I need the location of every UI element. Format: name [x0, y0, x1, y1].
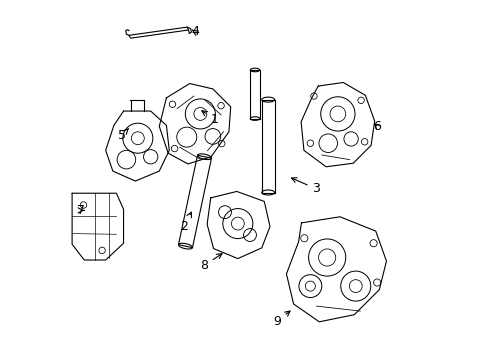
Text: 4: 4 [191, 25, 199, 38]
Text: 2: 2 [180, 212, 192, 233]
Text: 1: 1 [202, 111, 219, 126]
Text: 3: 3 [292, 178, 320, 195]
Text: 9: 9 [273, 311, 290, 328]
Text: 7: 7 [77, 204, 85, 217]
Text: 5: 5 [118, 129, 128, 142]
Text: 6: 6 [373, 120, 381, 133]
Text: 8: 8 [200, 254, 222, 272]
